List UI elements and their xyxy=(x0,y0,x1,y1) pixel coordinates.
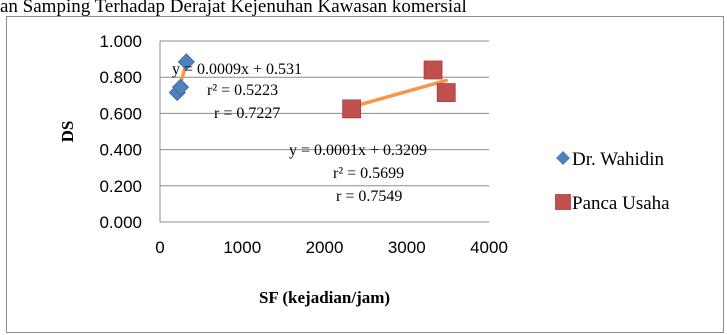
chart-title: an Samping Terhadap Derajat Kejenuhan Ka… xyxy=(0,0,467,17)
y-tick-label: 0.400 xyxy=(99,141,142,160)
y-tick-label: 0.200 xyxy=(99,177,142,196)
data-points xyxy=(168,53,456,119)
r-squared-label: r² = 0.5699 xyxy=(333,165,404,182)
axes xyxy=(159,41,489,223)
chart-frame xyxy=(6,16,724,333)
legend-label: Dr. Wahidin xyxy=(572,149,665,170)
trendline xyxy=(349,78,448,109)
data-point-square xyxy=(436,83,456,102)
r-label: r = 0.7227 xyxy=(214,105,280,122)
r-label: r = 0.7549 xyxy=(336,188,402,205)
legend-label: Panca Usaha xyxy=(572,193,670,214)
x-tick-label: 1000 xyxy=(223,238,261,257)
data-point-diamond xyxy=(177,53,195,71)
x-tick-label: 0 xyxy=(155,238,164,257)
trendline-equation: y = 0.0009x + 0.531 xyxy=(172,61,302,78)
x-axis-title: SF (kejadian/jam) xyxy=(259,288,390,307)
data-point-square xyxy=(423,60,443,80)
trendline-annotations: y = 0.0009x + 0.531 r² = 0.5223 r = 0.7227… xyxy=(172,61,427,205)
y-tick-labels: 0.000 0.200 0.400 0.600 0.800 1.000 xyxy=(99,32,142,232)
x-tick-labels: 0 1000 2000 3000 4000 xyxy=(155,238,508,257)
data-point-diamond xyxy=(171,78,190,96)
y-tick-label: 1.000 xyxy=(99,32,142,51)
legend-square-icon xyxy=(555,194,571,210)
y-tick-label: 0.600 xyxy=(99,104,142,123)
x-tick-label: 3000 xyxy=(388,238,426,257)
trendline-equation: y = 0.0001x + 0.3209 xyxy=(289,142,427,159)
data-point-square xyxy=(342,99,362,119)
y-axis-title: DS xyxy=(58,121,77,143)
x-tick-label: 4000 xyxy=(470,238,508,257)
x-tick-label: 2000 xyxy=(306,238,344,257)
legend: Dr. Wahidin Panca Usaha xyxy=(555,149,670,214)
legend-diamond-icon xyxy=(556,151,570,165)
y-tick-label: 0.000 xyxy=(99,213,142,232)
r-squared-label: r² = 0.5223 xyxy=(207,82,278,99)
y-tick-label: 0.800 xyxy=(99,68,142,87)
